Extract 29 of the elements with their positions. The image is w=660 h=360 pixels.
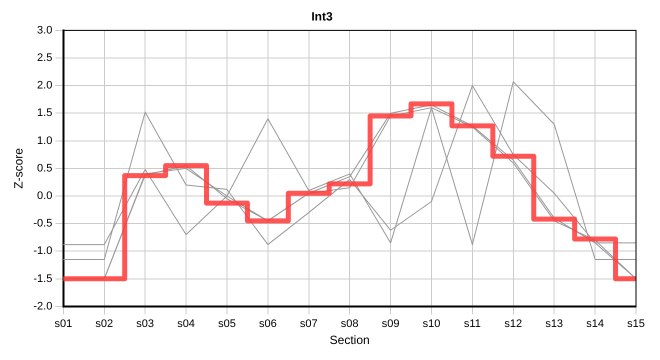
x-tick-label: s05 (218, 318, 236, 330)
y-tick-label: 1.0 (37, 134, 52, 147)
x-tick-label: s13 (545, 318, 564, 330)
y-tick-label: 0.5 (37, 162, 52, 174)
y-tick-label: 0.0 (37, 190, 52, 202)
chart-title: Int3 (311, 10, 333, 24)
x-tick-label: s11 (464, 318, 481, 330)
x-tick-label: s14 (586, 318, 604, 330)
y-tick-label: -1.0 (33, 245, 52, 258)
x-tick-label: s03 (136, 318, 154, 330)
x-tick-label: s04 (177, 318, 195, 330)
y-tick-label: -1.5 (33, 272, 52, 285)
x-tick-label: s12 (504, 318, 522, 330)
x-tick-label: s08 (340, 318, 359, 330)
y-tick-label: 2.5 (37, 52, 52, 64)
y-tick-label: 1.5 (37, 107, 52, 120)
y-axis-title: Z-score (12, 148, 26, 189)
x-tick-label: s01 (54, 318, 72, 330)
x-tick-label: s09 (382, 318, 400, 330)
x-tick-label: s02 (95, 318, 114, 330)
y-tick-label: 3.0 (37, 24, 52, 36)
x-tick-label: s10 (422, 318, 440, 330)
x-tick-label: s07 (300, 318, 318, 330)
x-axis-title: Section (330, 333, 370, 348)
y-tick-label: -0.5 (33, 218, 52, 230)
y-tick-label: -2.0 (33, 300, 52, 312)
y-tick-label: 2.0 (37, 80, 52, 92)
x-tick-label: s15 (627, 318, 645, 330)
x-tick-label: s06 (258, 318, 277, 330)
